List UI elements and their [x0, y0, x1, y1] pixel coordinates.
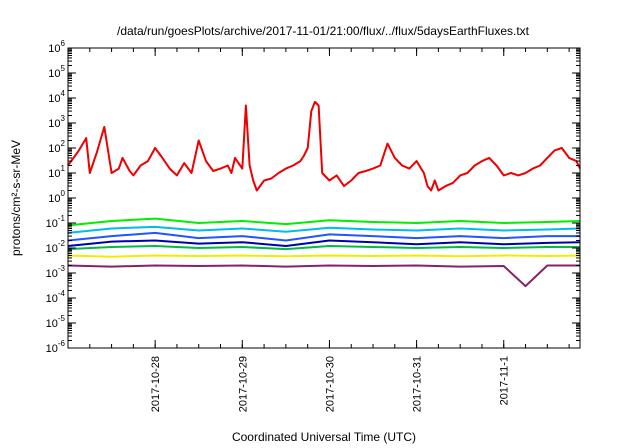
x-axis: 2017-10-28 2017-10-29 2017-10-30 2017-10-31…: [67, 48, 570, 412]
x-tick-label: 2017-10-31: [412, 356, 424, 412]
y-tick-label: 10-5: [46, 314, 66, 330]
y-tick-label: 102: [48, 139, 65, 155]
y-tick-label: 10-1: [46, 214, 66, 230]
y-tick-label: 100: [48, 189, 65, 205]
y-tick-label: 105: [48, 64, 65, 80]
series-line-6: [67, 245, 580, 251]
y-tick-label: 103: [48, 114, 65, 130]
series-line-7: [67, 254, 581, 258]
series-line-2: [67, 217, 581, 227]
y-axis: 10-6 10-5 10-4 10-3 10-2 10-1 100 101 102 103 104 1…: [46, 39, 580, 355]
x-tick-label: 2017-10-30: [324, 356, 336, 412]
series-line-5: [67, 239, 581, 247]
x-tick-label: 2017-10-29: [237, 356, 249, 412]
series-line-1: [67, 100, 581, 192]
series-layer: [67, 100, 581, 288]
y-axis-label: protons/cm²-s-sr-MeV: [9, 140, 23, 256]
series-line-8: [67, 264, 580, 288]
chart-title: /data/run/goesPlots/archive/2017-11-01/2…: [117, 24, 530, 38]
y-tick-label: 101: [48, 164, 65, 180]
y-tick-label: 10-4: [46, 289, 66, 305]
plot-frame: [67, 47, 581, 349]
y-tick-label: 10-2: [46, 239, 66, 255]
x-tick-label: 2017-11-1: [499, 356, 511, 405]
series-line-3: [67, 225, 581, 234]
y-tick-label: 10-3: [46, 264, 66, 280]
x-axis-label: Coordinated Universal Time (UTC): [232, 430, 416, 444]
series-line-4: [67, 231, 580, 242]
y-tick-label: 104: [48, 89, 65, 105]
x-tick-label: 2017-10-28: [150, 356, 162, 412]
y-tick-label: 106: [48, 39, 65, 55]
y-tick-label: 10-6: [46, 339, 66, 355]
